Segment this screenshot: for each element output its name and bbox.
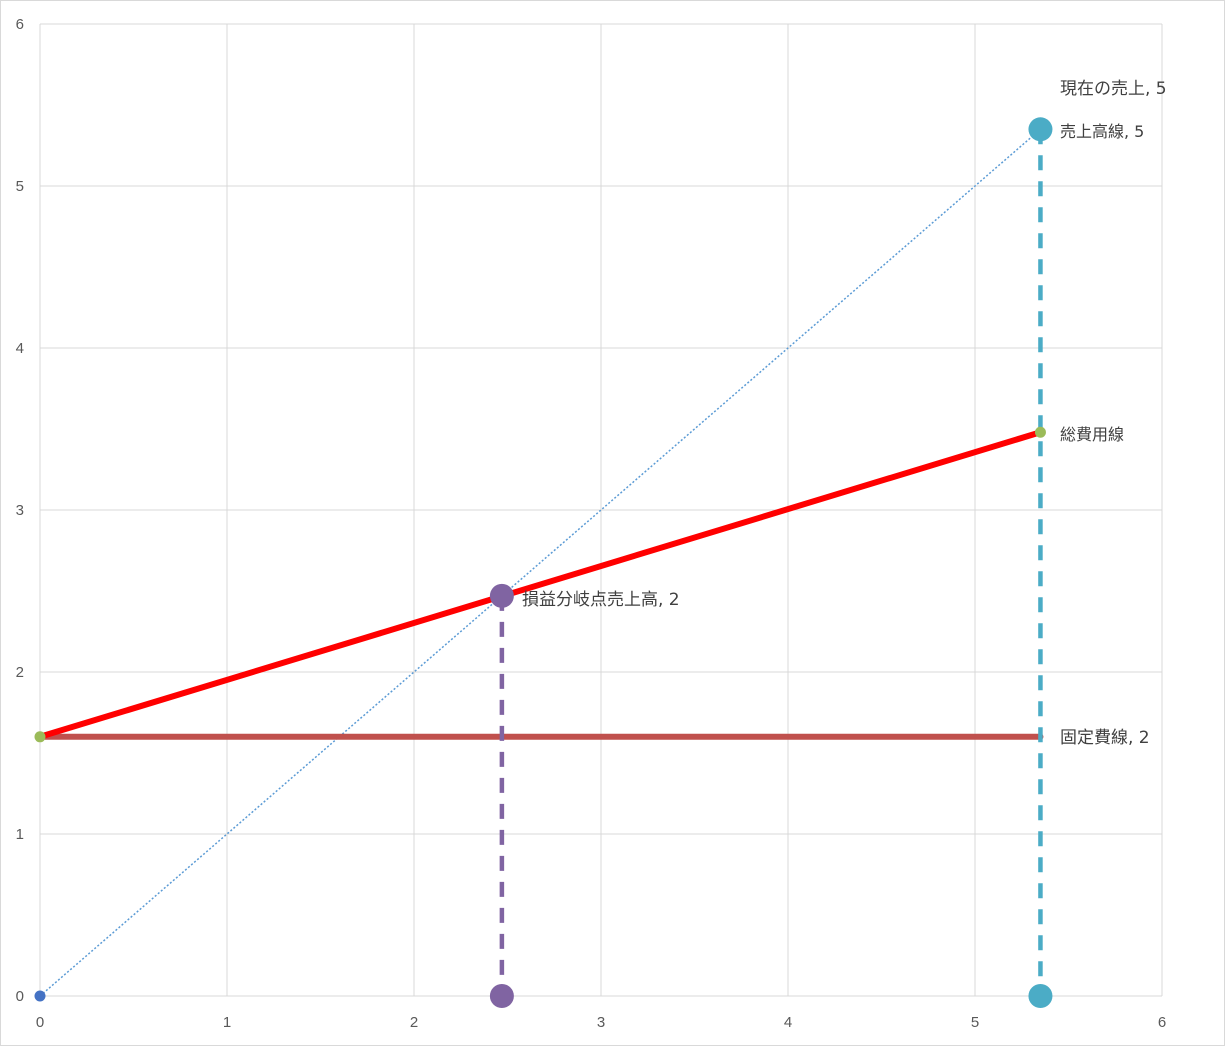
annotation-sales-line: 売上高線, 5: [1060, 122, 1144, 141]
x-tick-label: 0: [36, 1014, 44, 1031]
y-tick-label: 5: [16, 178, 24, 195]
series-line-sales: [39, 128, 1041, 997]
marker-fixed-start: [34, 731, 46, 743]
marker-bep-base: [489, 984, 514, 1008]
annotation-total-cost-line: 総費用線: [1060, 425, 1124, 444]
x-tick-label: 2: [410, 1014, 418, 1031]
marker-bep: [489, 583, 514, 608]
series-lines: [37, 128, 1044, 997]
x-tick-label: 1: [223, 1014, 231, 1031]
annotation-current-sales: 現在の売上, 5: [1060, 79, 1167, 99]
y-tick-label: 6: [16, 16, 24, 33]
y-tick-label: 1: [16, 826, 24, 843]
marker-origin: [34, 990, 46, 1002]
y-axis-ticks: 0 1 2 3 4 5 6: [16, 16, 24, 1005]
x-tick-label: 4: [784, 1014, 792, 1031]
marker-current: [1028, 117, 1053, 142]
x-tick-label: 6: [1158, 1014, 1166, 1031]
annotation-fixed-cost-line: 固定費線, 2: [1060, 728, 1150, 748]
y-tick-label: 4: [16, 340, 24, 357]
y-tick-label: 2: [16, 664, 24, 681]
annotation-bep-sales: 損益分岐点売上高, 2: [522, 590, 680, 610]
series-markers: [34, 117, 1053, 1008]
marker-current-base: [1028, 984, 1053, 1008]
x-tick-label: 3: [597, 1014, 605, 1031]
x-tick-label: 5: [971, 1014, 979, 1031]
x-axis-ticks: 0 1 2 3 4 5 6: [36, 1014, 1166, 1031]
series-line-total-cost: [37, 429, 1044, 740]
marker-total-end: [1034, 426, 1046, 438]
y-tick-label: 0: [16, 988, 24, 1005]
y-tick-label: 3: [16, 502, 24, 519]
grid: [39, 23, 1163, 997]
